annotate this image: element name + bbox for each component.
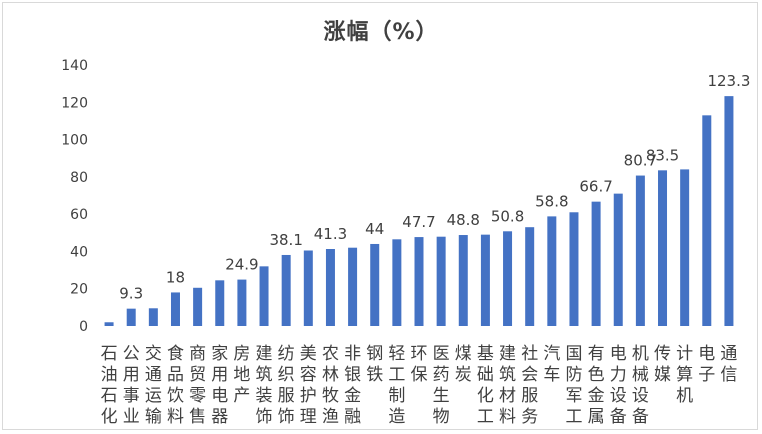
bar [658, 170, 668, 326]
bar [392, 239, 402, 326]
bar [569, 212, 579, 326]
bar [325, 249, 335, 326]
x-tick-label: 非银金融 [344, 344, 361, 427]
data-label: 47.7 [402, 213, 435, 231]
bar [104, 322, 114, 326]
data-label: 83.5 [646, 146, 679, 164]
x-tick-label: 公用事业 [123, 344, 140, 427]
x-tick-label: 汽车 [543, 344, 560, 385]
data-label: 38.1 [269, 231, 302, 249]
bar [635, 175, 645, 326]
data-label: 123.3 [707, 72, 750, 90]
bar [480, 234, 490, 326]
bar [215, 280, 225, 326]
x-tick-label: 美容护理 [300, 344, 317, 427]
bar [680, 169, 690, 326]
x-tick-label: 传媒 [654, 344, 671, 385]
bar [170, 292, 180, 326]
bar [547, 216, 557, 326]
bar [237, 279, 247, 326]
x-tick-label: 钢铁 [366, 344, 383, 385]
bar [436, 236, 446, 326]
y-tick-label: 60 [70, 207, 88, 223]
bar [370, 243, 380, 326]
x-tick-label: 商贸零售 [189, 344, 206, 427]
data-label: 9.3 [119, 285, 143, 303]
data-label: 58.8 [535, 192, 568, 210]
data-label: 66.7 [579, 178, 612, 196]
bar [281, 254, 291, 326]
y-tick-label: 20 [70, 282, 88, 298]
x-tick-label: 建筑装饰 [256, 344, 273, 427]
x-tick-label: 医药生物 [433, 344, 450, 427]
x-tick-label: 电力设备 [610, 344, 627, 427]
bars [104, 96, 734, 326]
x-tick-label: 建筑材料 [499, 344, 516, 427]
bar [503, 231, 513, 326]
bar [126, 308, 136, 326]
data-label: 24.9 [225, 256, 258, 274]
y-tick-label: 40 [70, 244, 88, 260]
y-tick-label: 140 [61, 58, 88, 74]
x-tick-label: 食品饮料 [167, 344, 184, 427]
x-axis-labels: 石油石化公用事业交通运输食品饮料商贸零售家用电器房地产建筑装饰纺织服饰美容护理农… [101, 344, 738, 427]
bar [724, 96, 734, 326]
bar [148, 308, 158, 326]
x-tick-label: 计算机 [676, 344, 693, 406]
bar [613, 193, 623, 326]
y-tick-label: 0 [79, 319, 88, 335]
x-tick-label: 环保 [411, 344, 428, 385]
data-label: 44 [365, 220, 384, 238]
x-tick-label: 有色金属 [588, 344, 605, 427]
x-tick-label: 石油石化 [101, 344, 118, 427]
x-tick-label: 煤炭 [455, 344, 472, 385]
data-label: 50.8 [491, 207, 524, 225]
chart-title: 涨幅（%） [323, 20, 439, 45]
x-tick-label: 社会服务 [521, 344, 538, 427]
bar [414, 237, 424, 326]
bar [702, 115, 712, 326]
data-label: 80.7 [624, 152, 657, 170]
x-tick-label: 房地产 [233, 344, 250, 406]
x-tick-label: 轻工制造 [388, 344, 405, 427]
x-tick-label: 电子 [698, 344, 715, 385]
x-tick-label: 国防军工 [565, 344, 582, 427]
data-label: 18 [166, 268, 185, 286]
chart-frame [2, 2, 758, 430]
bar [525, 227, 535, 326]
bar [259, 266, 269, 326]
x-tick-label: 纺织服饰 [278, 344, 295, 427]
data-label: 48.8 [447, 211, 480, 229]
bar [458, 235, 468, 326]
bar [591, 201, 601, 326]
data-labels: 9.3 18 24.9 38.1 41.3 44 47.7 48.8 50.8 58.8 66.7 8… [119, 72, 750, 303]
x-tick-label: 农林牧渔 [322, 344, 339, 427]
x-tick-label: 基础化工 [477, 344, 494, 427]
bar [348, 247, 358, 326]
x-tick-label: 家用电器 [211, 344, 228, 427]
data-label: 41.3 [314, 225, 347, 243]
y-axis-labels: 0 20 40 60 80 100 120 140 [61, 58, 88, 335]
bar [193, 287, 203, 326]
y-tick-label: 80 [70, 170, 88, 186]
x-tick-label: 通信 [720, 344, 737, 385]
y-tick-label: 100 [61, 133, 88, 149]
x-tick-label: 机械设备 [632, 344, 649, 427]
y-tick-label: 120 [61, 95, 88, 111]
bar [303, 250, 313, 326]
x-tick-label: 交通运输 [145, 344, 162, 427]
